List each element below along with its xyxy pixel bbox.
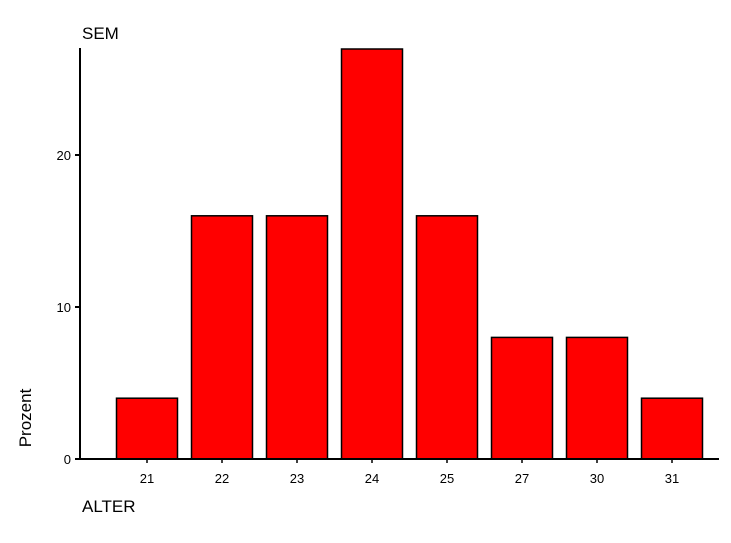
x-tick-label-31: 31 (665, 471, 679, 486)
bar-21 (115, 397, 179, 460)
y-axis-label: Prozent (16, 388, 35, 447)
bars-group (115, 48, 704, 460)
x-tick-label-25: 25 (440, 471, 454, 486)
x-tick-label-22: 22 (215, 471, 229, 486)
bar-23 (265, 215, 329, 460)
bar-25 (415, 215, 479, 460)
bar-27 (490, 336, 554, 460)
x-tick-label-30: 30 (590, 471, 604, 486)
x-axis-label: ALTER (82, 497, 136, 516)
x-tick-label-24: 24 (365, 471, 379, 486)
x-ticks-group: 21 22 23 24 25 27 30 31 (140, 459, 679, 486)
y-tick-label-0: 0 (64, 452, 71, 467)
bar-30 (565, 336, 629, 460)
bar-22 (190, 215, 254, 460)
x-tick-label-21: 21 (140, 471, 154, 486)
chart-title: SEM (82, 24, 119, 43)
y-tick-label-20: 20 (57, 148, 71, 163)
bar-24 (340, 48, 404, 460)
y-tick-label-10: 10 (57, 300, 71, 315)
bar-31 (640, 397, 704, 460)
x-tick-label-27: 27 (515, 471, 529, 486)
x-tick-label-23: 23 (290, 471, 304, 486)
y-ticks-group: 0 10 20 (57, 148, 80, 467)
